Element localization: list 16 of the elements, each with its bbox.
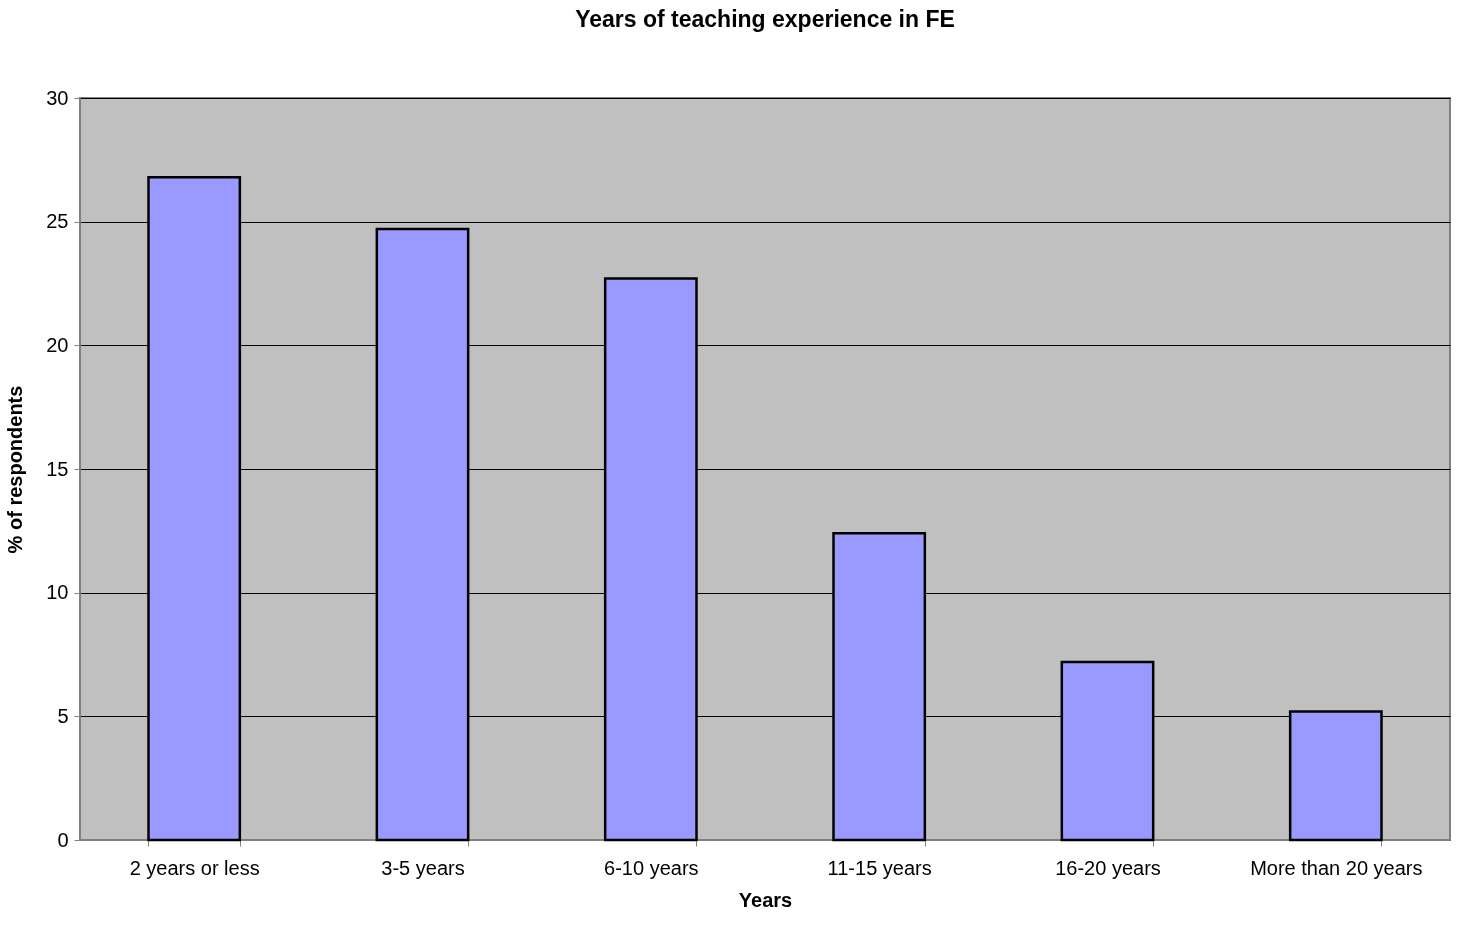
- x-tick-label: 11-15 years: [827, 856, 932, 879]
- chart-title: Years of teaching experience in FE: [575, 6, 955, 32]
- x-tick-label: 2 years or less: [129, 856, 260, 879]
- y-axis-title: % of respondents: [4, 385, 27, 554]
- y-tick-label: 25: [46, 210, 69, 233]
- y-tick-label: 0: [57, 828, 69, 851]
- y-tick-label: 10: [46, 581, 69, 604]
- x-tick-label: 6-10 years: [604, 856, 699, 879]
- x-tick-label: 16-20 years: [1055, 856, 1161, 879]
- y-tick-label: 30: [46, 86, 69, 109]
- y-tick-label: 15: [46, 457, 69, 480]
- x-tick-label: More than 20 years: [1250, 856, 1423, 879]
- y-tick-label: 20: [46, 333, 69, 356]
- y-tick-label: 5: [57, 704, 69, 727]
- x-tick-label: 3-5 years: [381, 856, 465, 879]
- x-axis-title: Years: [738, 888, 793, 911]
